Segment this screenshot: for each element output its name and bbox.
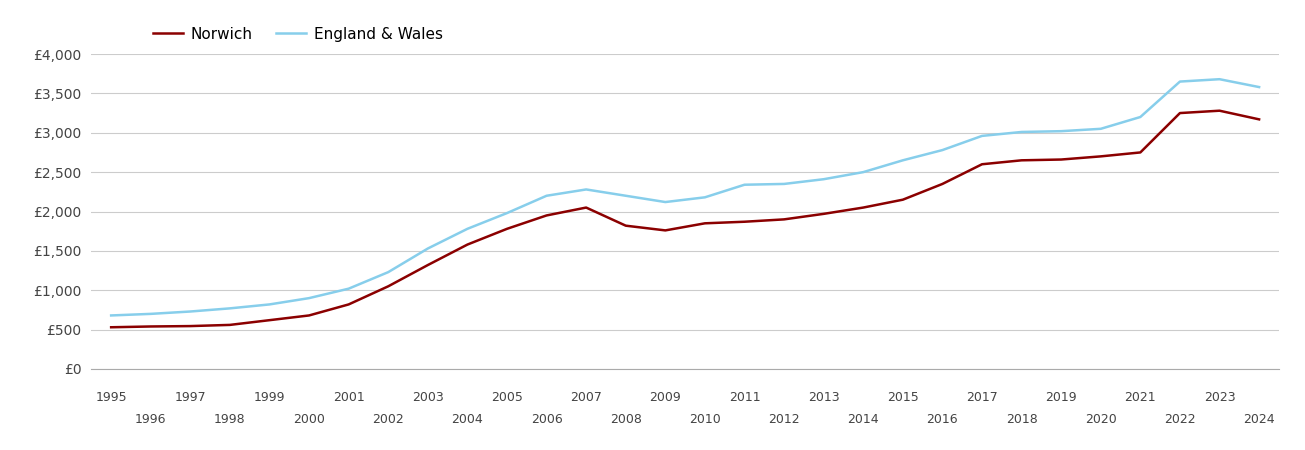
Text: 2023: 2023 [1203, 391, 1236, 404]
Norwich [341, 302, 356, 307]
Text: 2016: 2016 [927, 413, 958, 426]
Text: 2006: 2006 [531, 413, 562, 426]
Text: 2012: 2012 [769, 413, 800, 426]
England & Wales [381, 270, 397, 275]
Text: 2019: 2019 [1045, 391, 1077, 404]
Norwich [301, 313, 317, 318]
Text: 2011: 2011 [728, 391, 761, 404]
Norwich [737, 219, 753, 225]
Text: 2007: 2007 [570, 391, 602, 404]
Norwich [619, 223, 634, 228]
Line: England & Wales: England & Wales [111, 79, 1259, 315]
Text: 2018: 2018 [1006, 413, 1037, 426]
Norwich [1212, 108, 1228, 113]
Text: 2009: 2009 [650, 391, 681, 404]
Text: 2020: 2020 [1084, 413, 1117, 426]
England & Wales [934, 147, 950, 153]
England & Wales [1172, 79, 1188, 84]
England & Wales [222, 306, 238, 311]
Text: 2000: 2000 [294, 413, 325, 426]
Norwich [895, 197, 911, 202]
England & Wales [1014, 129, 1030, 135]
Norwich [1053, 157, 1069, 162]
Norwich [183, 324, 198, 329]
England & Wales [1053, 128, 1069, 134]
England & Wales [1094, 126, 1109, 131]
England & Wales [975, 133, 990, 139]
Text: 1997: 1997 [175, 391, 206, 404]
England & Wales [103, 313, 119, 318]
Text: 1998: 1998 [214, 413, 245, 426]
Text: 2003: 2003 [412, 391, 444, 404]
England & Wales [341, 286, 356, 292]
England & Wales [183, 309, 198, 314]
Line: Norwich: Norwich [111, 111, 1259, 327]
Norwich [934, 181, 950, 187]
England & Wales [658, 199, 673, 205]
Norwich [103, 324, 119, 330]
England & Wales [697, 194, 713, 200]
Norwich [1133, 150, 1148, 155]
Norwich [539, 213, 555, 218]
Norwich [420, 262, 436, 268]
England & Wales [776, 181, 792, 187]
Text: 1999: 1999 [253, 391, 286, 404]
Text: 2013: 2013 [808, 391, 839, 404]
England & Wales [420, 246, 436, 251]
Text: 2002: 2002 [372, 413, 405, 426]
Norwich [500, 226, 515, 231]
England & Wales [578, 187, 594, 192]
Text: 2001: 2001 [333, 391, 364, 404]
Norwich [262, 317, 278, 323]
Norwich [1014, 158, 1030, 163]
Text: 2021: 2021 [1125, 391, 1156, 404]
Text: 2014: 2014 [847, 413, 880, 426]
England & Wales [1212, 76, 1228, 82]
England & Wales [1133, 114, 1148, 120]
Text: 2004: 2004 [452, 413, 483, 426]
Norwich [144, 324, 159, 329]
Norwich [658, 228, 673, 233]
Text: 2024: 2024 [1244, 413, 1275, 426]
Norwich [697, 220, 713, 226]
Norwich [459, 242, 475, 248]
Text: 2022: 2022 [1164, 413, 1195, 426]
Norwich [975, 162, 990, 167]
England & Wales [301, 295, 317, 301]
Norwich [381, 284, 397, 289]
Norwich [816, 211, 831, 216]
England & Wales [539, 193, 555, 198]
Norwich [1172, 110, 1188, 116]
Norwich [856, 205, 872, 210]
Text: 1996: 1996 [134, 413, 167, 426]
England & Wales [856, 169, 872, 175]
Text: 1995: 1995 [95, 391, 127, 404]
Text: 2015: 2015 [887, 391, 919, 404]
England & Wales [262, 302, 278, 307]
England & Wales [737, 182, 753, 187]
England & Wales [500, 210, 515, 216]
England & Wales [895, 158, 911, 163]
Text: 2008: 2008 [609, 413, 642, 426]
England & Wales [619, 193, 634, 198]
Norwich [776, 216, 792, 222]
England & Wales [816, 176, 831, 182]
Norwich [578, 205, 594, 210]
Text: 2005: 2005 [491, 391, 523, 404]
Norwich [1094, 154, 1109, 159]
Norwich [1251, 117, 1267, 122]
England & Wales [459, 226, 475, 231]
Legend: Norwich, England & Wales: Norwich, England & Wales [146, 21, 449, 48]
Norwich [222, 322, 238, 328]
England & Wales [1251, 84, 1267, 90]
Text: 2017: 2017 [966, 391, 998, 404]
England & Wales [144, 311, 159, 317]
Text: 2010: 2010 [689, 413, 720, 426]
